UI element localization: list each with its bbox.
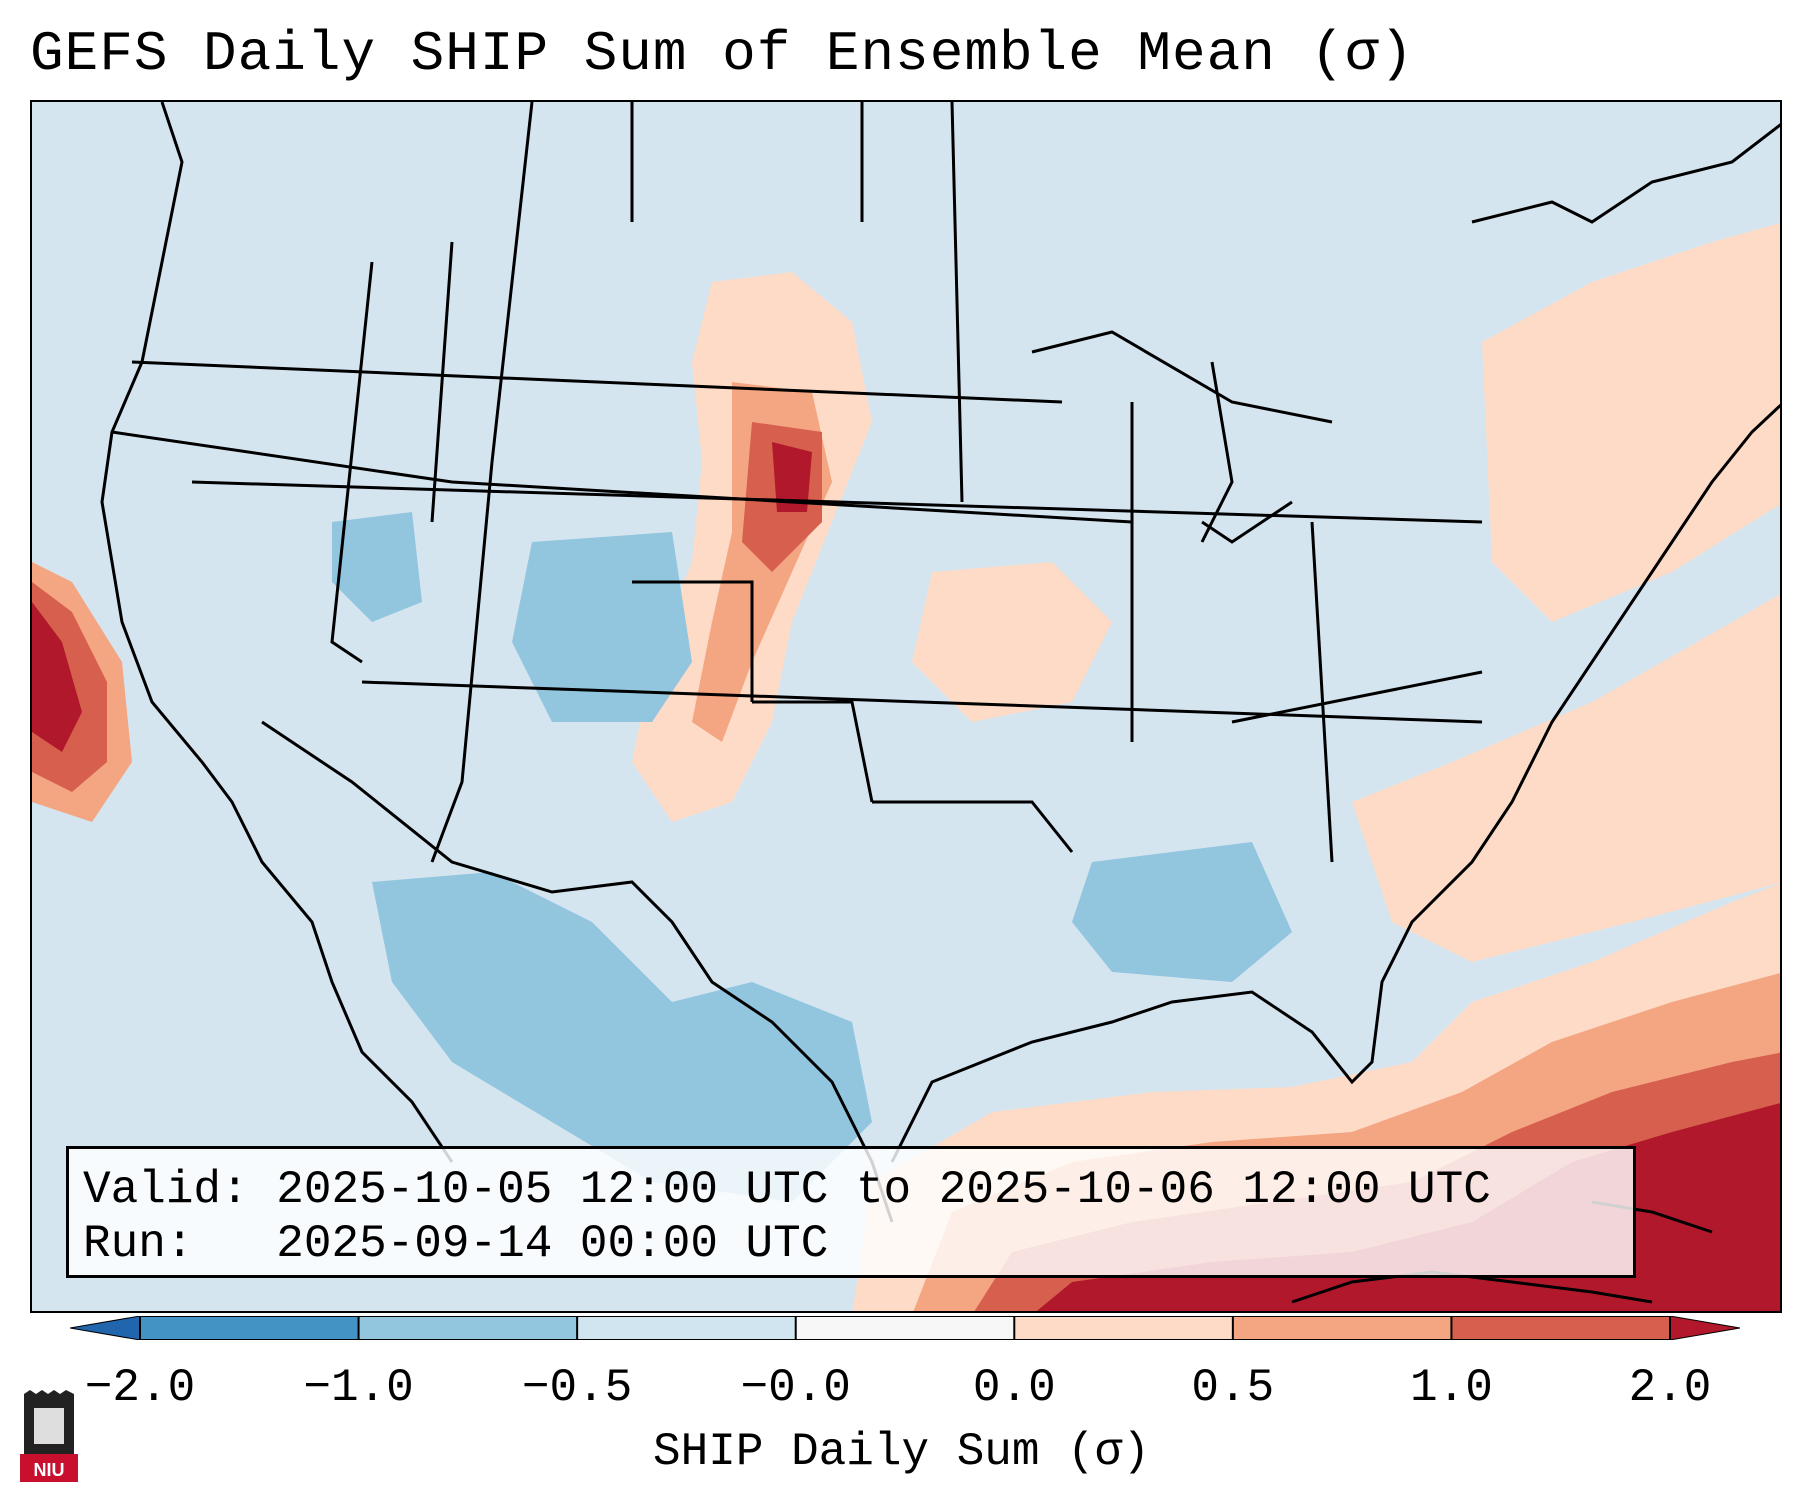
positive-anomaly-northern-plains — [632, 272, 1112, 822]
negative-anomaly-southwest — [332, 512, 1292, 1202]
colorbar-segment — [1014, 1316, 1234, 1340]
map-svg — [32, 102, 1780, 1311]
valid-text: 2025-10-05 12:00 UTC to 2025-10-06 12:00… — [276, 1164, 1491, 1216]
colorbar-tick-label: 0.5 — [1191, 1362, 1275, 1414]
run-label: Run: — [83, 1218, 194, 1270]
colorbar-segment — [358, 1316, 578, 1340]
colorbar-tick-label: 0.0 — [972, 1362, 1056, 1414]
colorbar-segment — [1451, 1316, 1671, 1340]
colorbar-tick-label: −0.0 — [740, 1362, 851, 1414]
colorbar-tick-label: −2.0 — [84, 1362, 196, 1414]
positive-anomaly-east-pacific — [32, 562, 132, 822]
colorbar-extend-high — [1669, 1316, 1740, 1340]
valid-label: Valid: — [83, 1164, 249, 1216]
colorbar-segment — [577, 1316, 797, 1340]
valid-run-info-box: Valid: 2025-10-05 12:00 UTC to 2025-10-0… — [66, 1146, 1636, 1278]
colorbar-segment — [795, 1316, 1015, 1340]
niu-logo: NIU — [20, 1390, 78, 1482]
colorbar-tick-label: 2.0 — [1628, 1362, 1712, 1414]
colorbar-segment — [1232, 1316, 1452, 1340]
map-panel — [30, 100, 1782, 1313]
run-text: 2025-09-14 00:00 UTC — [276, 1218, 829, 1270]
chart-title: GEFS Daily SHIP Sum of Ensemble Mean (σ) — [30, 22, 1415, 86]
map-outlines — [100, 102, 1780, 1223]
logo-red-band — [20, 1454, 78, 1482]
colorbar-tick-label: −1.0 — [303, 1362, 414, 1414]
colorbar-tick-label: −0.5 — [521, 1362, 633, 1414]
colorbar — [70, 1316, 1740, 1340]
colorbar-label: SHIP Daily Sum (σ) — [653, 1426, 1150, 1478]
colorbar-extend-low — [70, 1316, 141, 1340]
logo-text: NIU — [34, 1460, 65, 1480]
colorbar-tick-label: 1.0 — [1410, 1362, 1493, 1414]
colorbar-segment — [140, 1316, 360, 1340]
